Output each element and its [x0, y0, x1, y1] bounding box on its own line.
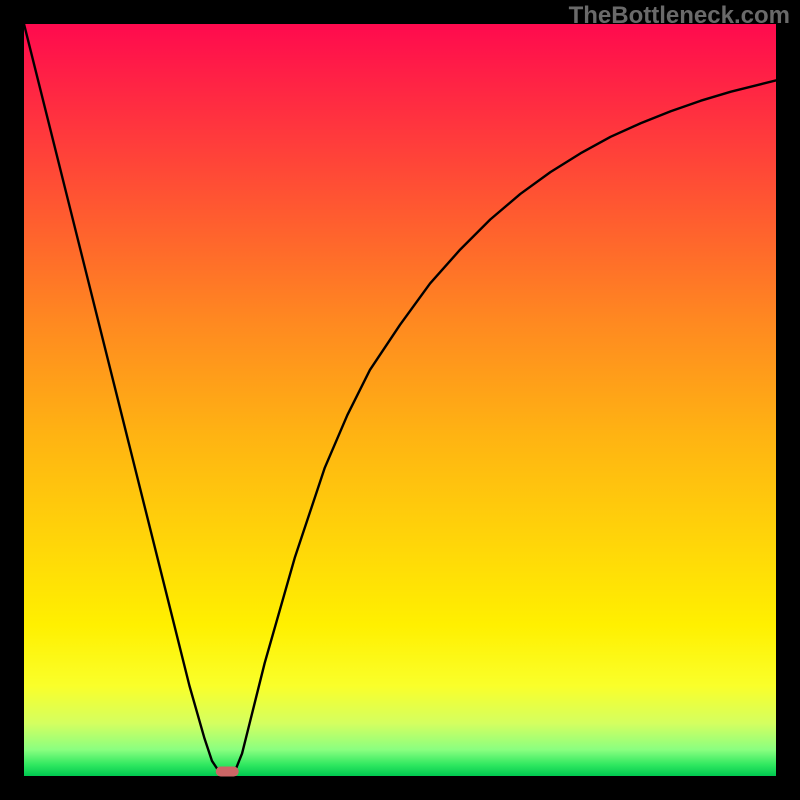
- bottleneck-curve: [24, 24, 776, 772]
- plot-svg: [24, 24, 776, 776]
- watermark-text: TheBottleneck.com: [569, 2, 790, 30]
- canvas: TheBottleneck.com: [0, 0, 800, 800]
- min-marker: [216, 767, 239, 776]
- plot-area: [24, 24, 776, 776]
